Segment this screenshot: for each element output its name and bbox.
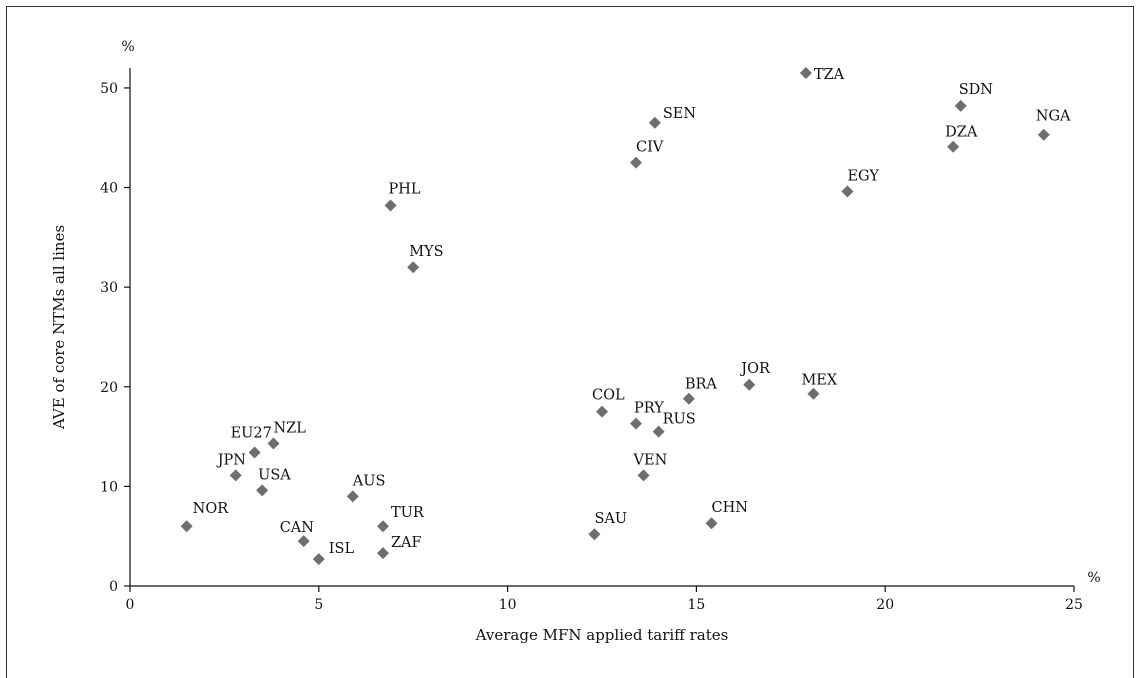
x-tick-label: 10 — [499, 597, 517, 613]
point-label-eu27: EU27 — [231, 426, 272, 442]
point-label-sau: SAU — [594, 511, 627, 527]
point-marker-ven — [637, 469, 650, 482]
point-marker-col — [596, 405, 608, 418]
point-label-phl: PHL — [389, 181, 421, 197]
point-label-sen: SEN — [663, 106, 697, 122]
point-marker-zaf — [376, 547, 389, 560]
point-marker-jor — [743, 378, 756, 391]
point-label-pry: PRY — [634, 401, 664, 417]
y-tick-label: 30 — [100, 280, 118, 296]
point-marker-isl — [312, 553, 325, 566]
y-tick-label: 50 — [100, 81, 118, 97]
x-tick-label: 25 — [1065, 597, 1083, 613]
point-marker-tza — [799, 66, 812, 79]
data-points — [180, 66, 1050, 566]
y-tick-label: 40 — [100, 181, 118, 197]
point-label-usa: USA — [258, 467, 291, 483]
point-label-egy: EGY — [847, 169, 879, 185]
axes — [129, 68, 1074, 587]
point-marker-aus — [346, 490, 359, 503]
point-marker-sau — [588, 528, 601, 541]
point-marker-pry — [629, 417, 642, 430]
y-axis-title: AVE of core NTMs all lines — [50, 225, 68, 430]
point-label-civ: CIV — [636, 140, 664, 156]
point-marker-can — [297, 535, 310, 548]
point-marker-nzl — [267, 437, 280, 450]
point-label-sdn: SDN — [959, 82, 994, 98]
point-label-nor: NOR — [193, 501, 230, 517]
y-ticks: 0 10 20 30 40 50 — [100, 81, 130, 595]
x-axis-title: Average MFN applied tariff rates — [475, 626, 729, 644]
point-marker-nor — [180, 520, 193, 533]
point-label-mex: MEX — [801, 373, 837, 389]
x-ticks: 0 5 10 15 20 25 — [126, 586, 1083, 613]
point-marker-dza — [947, 140, 960, 153]
point-marker-usa — [256, 484, 269, 497]
point-label-rus: RUS — [663, 412, 696, 428]
point-marker-egy — [841, 185, 854, 198]
point-marker-phl — [384, 199, 397, 212]
point-label-mys: MYS — [409, 244, 443, 260]
point-label-dza: DZA — [945, 125, 978, 141]
point-marker-sdn — [954, 99, 967, 112]
point-label-aus: AUS — [352, 473, 386, 489]
point-label-jor: JOR — [739, 361, 771, 377]
point-label-zaf: ZAF — [391, 535, 422, 551]
point-label-can: CAN — [280, 520, 315, 536]
x-tick-label: 20 — [876, 597, 894, 613]
x-tick-label: 5 — [314, 597, 323, 613]
y-tick-label: 20 — [100, 380, 118, 396]
point-label-nga: NGA — [1036, 109, 1071, 125]
point-marker-civ — [629, 156, 642, 169]
point-label-tza: TZA — [814, 67, 845, 83]
x-unit-label: % — [1087, 570, 1100, 586]
point-label-jpn: JPN — [216, 452, 247, 468]
point-label-nzl: NZL — [273, 421, 306, 437]
point-marker-sen — [648, 116, 661, 129]
point-marker-rus — [652, 425, 665, 438]
point-marker-jpn — [229, 469, 242, 482]
y-tick-label: 0 — [109, 579, 118, 595]
chart-frame — [6, 6, 1134, 678]
y-unit-label: % — [121, 39, 134, 55]
point-label-tur: TUR — [391, 505, 425, 521]
point-label-ven: VEN — [633, 452, 668, 468]
point-label-chn: CHN — [712, 500, 749, 516]
x-tick-label: 0 — [126, 597, 135, 613]
point-marker-nga — [1037, 128, 1050, 141]
point-labels: TZA SDN NGA DZA SEN CIV EGY PHL MYS JOR MEX BRA COL P… — [193, 67, 1071, 557]
y-tick-label: 10 — [100, 479, 118, 495]
point-marker-mys — [407, 261, 420, 274]
point-marker-chn — [705, 517, 718, 530]
point-marker-bra — [682, 392, 695, 405]
point-marker-eu27 — [248, 446, 261, 459]
x-tick-label: 15 — [687, 597, 705, 613]
point-marker-mex — [807, 387, 820, 400]
point-marker-tur — [376, 520, 389, 533]
point-label-col: COL — [592, 388, 625, 404]
point-label-isl: ISL — [329, 541, 355, 557]
point-label-bra: BRA — [685, 377, 718, 393]
